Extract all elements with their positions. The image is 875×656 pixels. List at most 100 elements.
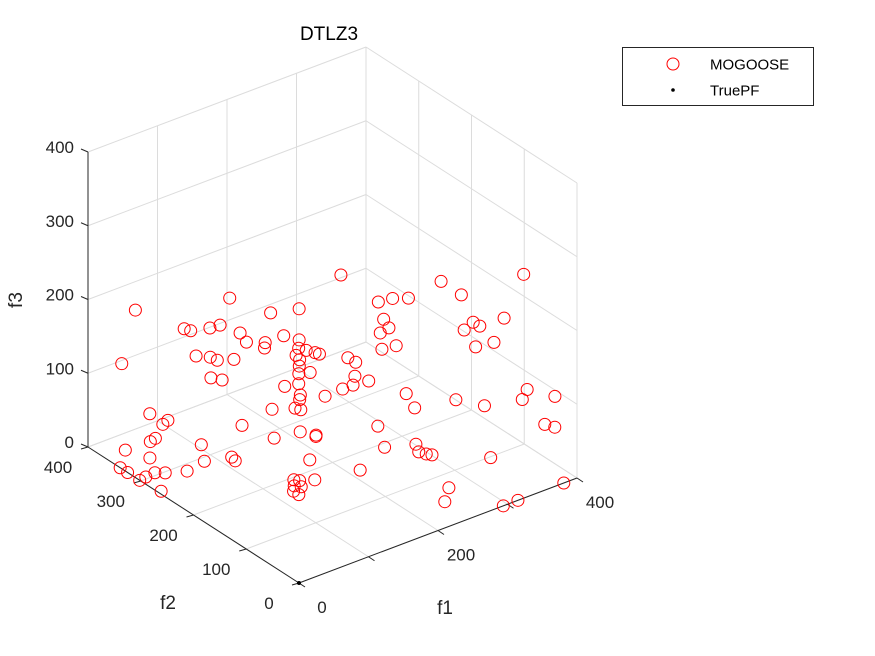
point-mogoose xyxy=(223,291,237,305)
point-mogoose xyxy=(154,484,168,498)
point-mogoose xyxy=(371,419,385,433)
x-tick-label: 200 xyxy=(447,546,475,565)
y-tick-label: 100 xyxy=(202,560,230,579)
point-mogoose xyxy=(362,374,376,388)
point-mogoose xyxy=(225,450,239,464)
x-axis-label: f1 xyxy=(437,598,453,619)
legend[interactable]: MOGOOSE TruePF xyxy=(622,47,814,106)
point-mogoose xyxy=(203,321,217,335)
wall-gridline-z xyxy=(365,267,578,405)
z-tick-label: 200 xyxy=(46,286,74,305)
y-tick-mark xyxy=(80,446,89,450)
point-mogoose xyxy=(487,335,501,349)
y-tick-mark xyxy=(239,548,247,552)
point-mogoose xyxy=(412,445,426,459)
point-mogoose xyxy=(511,493,525,507)
point-mogoose xyxy=(373,326,387,340)
point-mogoose xyxy=(228,454,242,468)
point-mogoose xyxy=(408,401,422,415)
z-tick-mark xyxy=(80,443,89,448)
point-mogoose xyxy=(227,352,241,366)
point-mogoose xyxy=(312,347,326,361)
point-mogoose xyxy=(194,438,208,452)
point-mogoose xyxy=(538,417,552,431)
point-mogoose xyxy=(203,350,217,364)
point-mogoose xyxy=(267,431,281,445)
wall-gridline-z xyxy=(87,120,367,227)
point-mogoose xyxy=(215,373,229,387)
point-mogoose xyxy=(233,326,247,340)
point-mogoose xyxy=(278,379,292,393)
point-mogoose xyxy=(409,437,423,451)
point-mogoose xyxy=(517,267,531,281)
z-tick-label: 100 xyxy=(46,359,74,378)
y-axis-label: f2 xyxy=(160,593,176,614)
point-mogoose xyxy=(419,447,433,461)
point-mogoose xyxy=(158,466,172,480)
point-mogoose xyxy=(292,333,306,347)
point-mogoose xyxy=(473,319,487,333)
point-mogoose xyxy=(189,349,203,363)
point-mogoose xyxy=(303,366,317,380)
point-mogoose xyxy=(197,454,211,468)
point-mogoose xyxy=(121,466,135,479)
z-tick-mark xyxy=(80,222,89,227)
point-mogoose xyxy=(548,389,562,403)
point-mogoose xyxy=(349,355,363,369)
point-mogoose xyxy=(425,448,439,462)
point-mogoose xyxy=(113,461,127,475)
y-tick-label: 0 xyxy=(264,594,273,613)
point-mogoose xyxy=(371,295,385,309)
point-mogoose xyxy=(287,479,301,493)
point-mogoose xyxy=(143,451,157,465)
wall-gridline-z xyxy=(365,194,578,331)
wall-gridline-z xyxy=(87,341,367,448)
point-mogoose xyxy=(210,353,224,367)
point-mogoose xyxy=(293,353,307,367)
point-mogoose xyxy=(293,474,307,488)
z-tick-mark xyxy=(80,296,89,300)
point-mogoose xyxy=(294,480,308,494)
wall-gridline-z xyxy=(87,46,367,153)
point-mogoose xyxy=(184,324,198,338)
point-mogoose xyxy=(515,392,529,406)
point-mogoose xyxy=(180,464,194,478)
floor-gridline-y xyxy=(246,443,525,550)
point-mogoose xyxy=(139,470,153,484)
y-tick-label: 400 xyxy=(44,458,72,477)
z-tick-label: 400 xyxy=(46,138,74,157)
point-mogoose xyxy=(143,407,157,421)
legend-entry-mogoose: MOGOOSE xyxy=(710,57,789,74)
point-mogoose xyxy=(235,418,249,432)
point-mogoose xyxy=(128,303,142,317)
point-mogoose xyxy=(292,488,306,502)
legend-circle-marker-icon xyxy=(666,57,680,71)
point-mogoose xyxy=(336,382,350,396)
point-mogoose xyxy=(264,306,278,320)
wall-gridline-z xyxy=(365,341,578,479)
point-mogoose xyxy=(318,389,332,403)
x-tick-label: 400 xyxy=(586,493,614,512)
point-mogoose xyxy=(389,339,403,353)
point-mogoose xyxy=(348,369,362,383)
point-mogoose xyxy=(299,343,313,357)
point-mogoose xyxy=(143,435,157,449)
point-mogoose xyxy=(477,399,491,413)
point-mogoose xyxy=(258,336,272,350)
point-mogoose xyxy=(287,473,301,487)
point-mogoose xyxy=(115,357,129,371)
y-tick-label: 300 xyxy=(97,492,125,511)
point-mogoose xyxy=(399,387,413,401)
point-mogoose xyxy=(239,335,253,349)
point-mogoose xyxy=(341,351,355,365)
point-mogoose xyxy=(442,481,456,495)
point-mogoose xyxy=(156,417,170,431)
point-mogoose xyxy=(449,393,463,407)
point-mogoose xyxy=(386,291,400,305)
point-mogoose xyxy=(292,377,306,391)
z-axis-label: f3 xyxy=(6,292,27,308)
point-mogoose xyxy=(334,268,348,282)
wall-gridline-z xyxy=(365,46,578,184)
y-tick-mark xyxy=(186,514,194,518)
